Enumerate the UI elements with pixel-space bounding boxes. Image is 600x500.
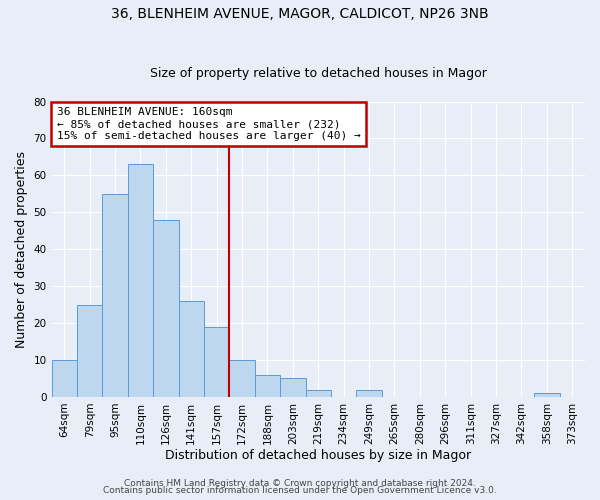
Bar bbox=[103, 194, 128, 397]
Bar bbox=[229, 360, 255, 397]
Y-axis label: Number of detached properties: Number of detached properties bbox=[15, 150, 28, 348]
Bar bbox=[204, 327, 229, 397]
Bar bbox=[128, 164, 153, 397]
Bar bbox=[305, 390, 331, 397]
Bar bbox=[280, 378, 305, 397]
Bar bbox=[356, 390, 382, 397]
Title: Size of property relative to detached houses in Magor: Size of property relative to detached ho… bbox=[150, 66, 487, 80]
Bar bbox=[534, 394, 560, 397]
Text: Contains public sector information licensed under the Open Government Licence v3: Contains public sector information licen… bbox=[103, 486, 497, 495]
Text: 36 BLENHEIM AVENUE: 160sqm
← 85% of detached houses are smaller (232)
15% of sem: 36 BLENHEIM AVENUE: 160sqm ← 85% of deta… bbox=[57, 108, 361, 140]
Bar bbox=[153, 220, 179, 397]
Bar bbox=[52, 360, 77, 397]
Text: Contains HM Land Registry data © Crown copyright and database right 2024.: Contains HM Land Registry data © Crown c… bbox=[124, 478, 476, 488]
Bar bbox=[255, 375, 280, 397]
Bar bbox=[77, 304, 103, 397]
Text: 36, BLENHEIM AVENUE, MAGOR, CALDICOT, NP26 3NB: 36, BLENHEIM AVENUE, MAGOR, CALDICOT, NP… bbox=[111, 8, 489, 22]
X-axis label: Distribution of detached houses by size in Magor: Distribution of detached houses by size … bbox=[165, 450, 472, 462]
Bar bbox=[179, 301, 204, 397]
